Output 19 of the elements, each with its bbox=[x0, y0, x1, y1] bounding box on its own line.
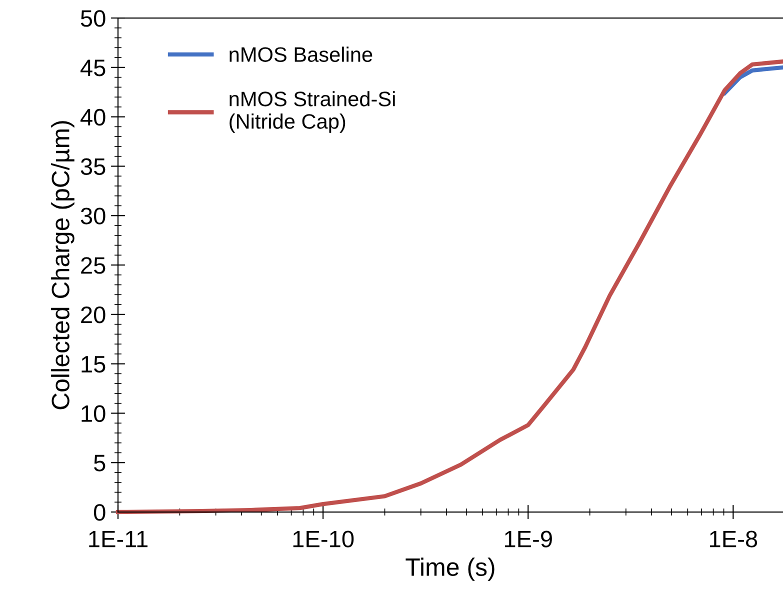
y-tick-label: 5 bbox=[94, 454, 106, 472]
y-tick-label: 10 bbox=[82, 405, 106, 422]
y-tick-label: 20 bbox=[81, 306, 106, 324]
y-tick-label: 25 bbox=[81, 257, 106, 274]
y-tick-label: 30 bbox=[80, 208, 106, 224]
y-tick-label: 35 bbox=[80, 158, 106, 176]
y-tick-label: 0 bbox=[94, 504, 106, 521]
y-tick-label: 50 bbox=[80, 10, 106, 27]
y-axis-title: Collected Charge (pC/µm) bbox=[51, 121, 74, 410]
x-tick-label: 1E-10 bbox=[293, 530, 354, 548]
legend-label: nMOS Baseline bbox=[230, 46, 372, 62]
y-tick-label: 45 bbox=[80, 60, 106, 76]
x-tick-label: 1E-8 bbox=[710, 530, 758, 548]
x-tick-label: 1E-11 bbox=[89, 530, 148, 548]
x-axis-title: Time (s) bbox=[406, 558, 494, 581]
y-tick-label: 40 bbox=[80, 108, 106, 126]
x-tick-label: 1E-9 bbox=[504, 530, 552, 548]
legend-label: nMOS Strained-Si (Nitride Cap) bbox=[230, 91, 395, 133]
y-tick-label: 15 bbox=[82, 356, 106, 373]
